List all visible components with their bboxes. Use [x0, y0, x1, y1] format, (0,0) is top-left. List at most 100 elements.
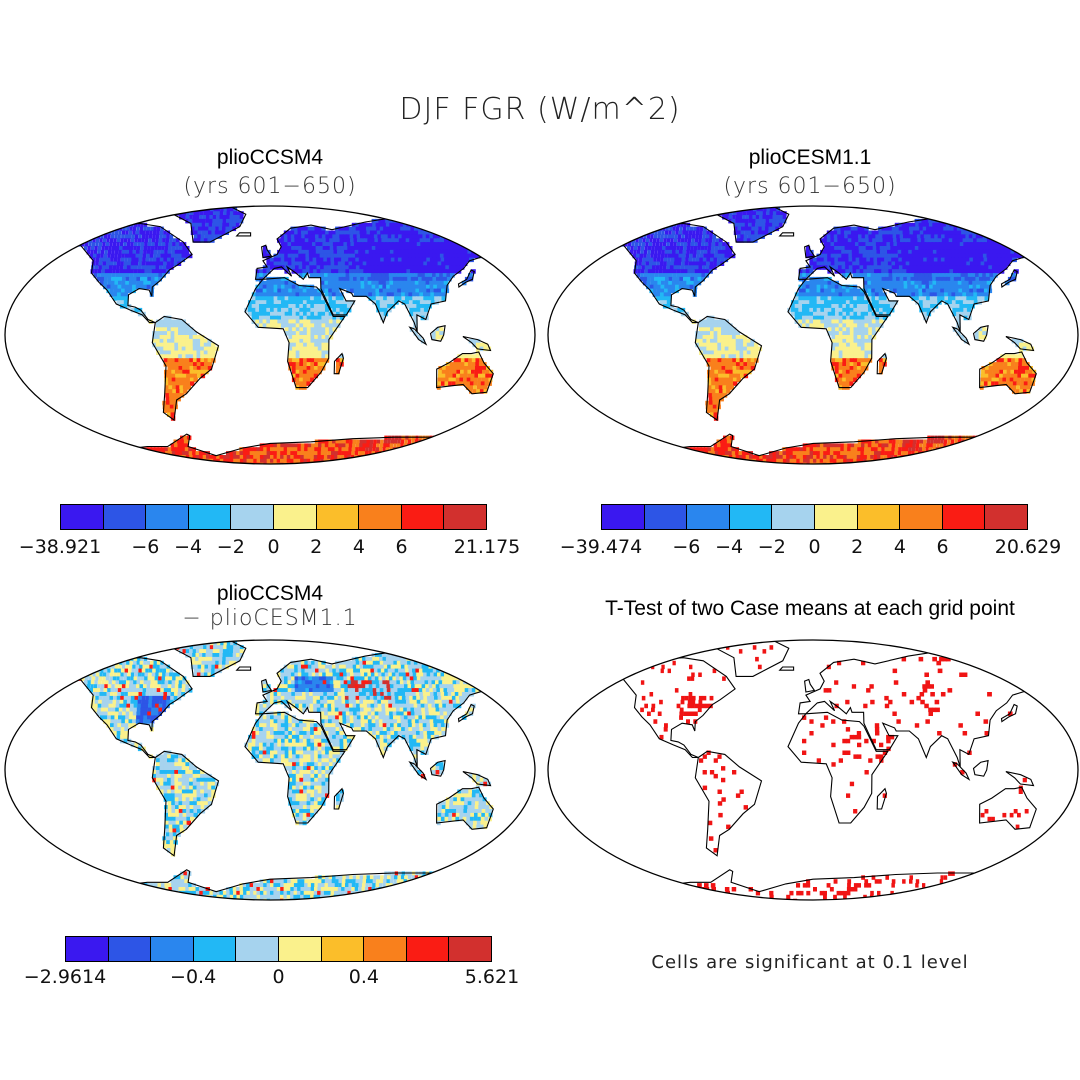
coastline-namerica [580, 222, 736, 324]
coastline-namerica [37, 657, 193, 759]
colorbar-tick-label: −4 [715, 536, 744, 558]
panel3-map [4, 639, 536, 901]
colorbar-tick-label: 4 [352, 536, 365, 558]
colorbar-swatch [188, 505, 232, 529]
panel1-map [4, 205, 536, 465]
coastline-sumatra [408, 761, 428, 781]
colorbar-swatch [316, 505, 360, 529]
colorbar-swatch [406, 937, 450, 961]
coastline-madagascar [876, 352, 887, 375]
colorbar-swatch [146, 505, 189, 529]
colorbar-swatch [151, 937, 194, 961]
coastline-samerica [694, 315, 763, 422]
colorbar-swatch [321, 937, 365, 961]
coastline-samerica [151, 750, 220, 857]
coastline-borneo [429, 324, 446, 342]
map-frame [4, 205, 536, 465]
coastline-sumatra [408, 326, 428, 346]
colorbar-tick-label: −6 [131, 536, 160, 558]
colorbar-swatch [857, 505, 901, 529]
panel4-map [547, 639, 1079, 901]
coastline-madagascar [333, 352, 344, 375]
colorbar-tick-label: −2.9614 [23, 966, 107, 988]
panel2-subtitle: (yrs 601−650) [723, 174, 897, 199]
coastline-newguinea [1005, 771, 1035, 787]
coastline-greenland [714, 640, 790, 677]
colorbar-swatch [108, 937, 152, 961]
colorbar-swatch [814, 505, 858, 529]
panel2-colorbar [601, 504, 1028, 530]
colorbar-swatch [236, 937, 279, 961]
coastline-borneo [429, 759, 446, 777]
panel1-colorbar-ticks: −38.921 −6 −4 −2 0 2 4 6 21.175 [19, 536, 520, 560]
coastline-australia [436, 351, 494, 395]
colorbar-tick-label: 6 [395, 536, 408, 558]
coastline-australia [436, 786, 494, 830]
coastline-namerica [37, 222, 193, 324]
coastline-australia [979, 351, 1037, 395]
colorbar-tick-label: 2 [310, 536, 323, 558]
colorbar-swatch [359, 505, 402, 529]
colorbar-tick-label: −0.4 [170, 966, 217, 988]
coastline-japan [1000, 269, 1018, 288]
coastline-africa [787, 711, 889, 824]
colorbar-tick-label: 21.175 [453, 536, 521, 558]
colorbar-swatch [687, 505, 730, 529]
colorbar-swatch [61, 505, 104, 529]
coastline-newguinea [462, 335, 492, 352]
coastline-sumatra [951, 326, 971, 346]
colorbar-swatch [602, 505, 645, 529]
colorbar-tick-label: −38.921 [18, 536, 102, 558]
colorbar-swatch [193, 937, 237, 961]
figure-title: DJF FGR (W/m^2) [399, 92, 681, 127]
colorbar-swatch [985, 505, 1027, 529]
colorbar-swatch [942, 505, 986, 529]
colorbar-swatch [66, 937, 109, 961]
coastline-japan [1000, 703, 1018, 723]
colorbar-tick-label: 2 [851, 536, 864, 558]
colorbar-tick-label: −2 [216, 536, 245, 558]
colorbar-tick-label: −6 [672, 536, 701, 558]
coastline-africa [787, 277, 889, 389]
colorbar-swatch [772, 505, 815, 529]
coastline-iceland [235, 232, 252, 237]
panel4-title: T-Test of two Case means at each grid po… [605, 597, 1015, 620]
panel1-title: plioCCSM4 [216, 146, 324, 169]
coastline-newzealand [1051, 388, 1070, 407]
map-frame [547, 639, 1079, 901]
colorbar-swatch [644, 505, 688, 529]
panel2-map [547, 205, 1079, 465]
colorbar-tick-label: 5.621 [464, 966, 520, 988]
coastline-australia [979, 786, 1037, 830]
coastline-namerica [580, 657, 736, 759]
colorbar-swatch [278, 937, 322, 961]
coastline-uk [804, 244, 816, 259]
colorbar-swatch [444, 505, 486, 529]
coastline-sumatra [951, 761, 971, 781]
colorbar-swatch [729, 505, 773, 529]
colorbar-swatch [231, 505, 274, 529]
panel2-title: plioCESM1.1 [748, 146, 872, 169]
coastline-newzealand [1051, 823, 1070, 843]
coastline-newguinea [462, 771, 492, 787]
coastline-borneo [972, 759, 989, 777]
colorbar-swatch [449, 937, 491, 961]
colorbar-swatch [273, 505, 317, 529]
panel2-colorbar-ticks: −39.474 −6 −4 −2 0 2 4 6 20.629 [560, 536, 1061, 560]
coastline-uk [804, 678, 816, 693]
coastline-samerica [694, 750, 763, 857]
colorbar-swatch [103, 505, 147, 529]
colorbar-swatch [401, 505, 445, 529]
colorbar-tick-label: 4 [893, 536, 906, 558]
colorbar-tick-label: 0 [272, 966, 285, 988]
panel3-colorbar [65, 936, 492, 962]
colorbar-tick-label: −39.474 [559, 536, 643, 558]
coastline-borneo [972, 324, 989, 342]
coastline-samerica [151, 315, 220, 422]
coastline-japan [457, 703, 475, 723]
coastline-japan [457, 269, 475, 288]
map-frame [547, 205, 1079, 465]
coastline-uk [261, 678, 273, 693]
panel1-colorbar [60, 504, 487, 530]
coastline-newzealand [508, 388, 527, 407]
